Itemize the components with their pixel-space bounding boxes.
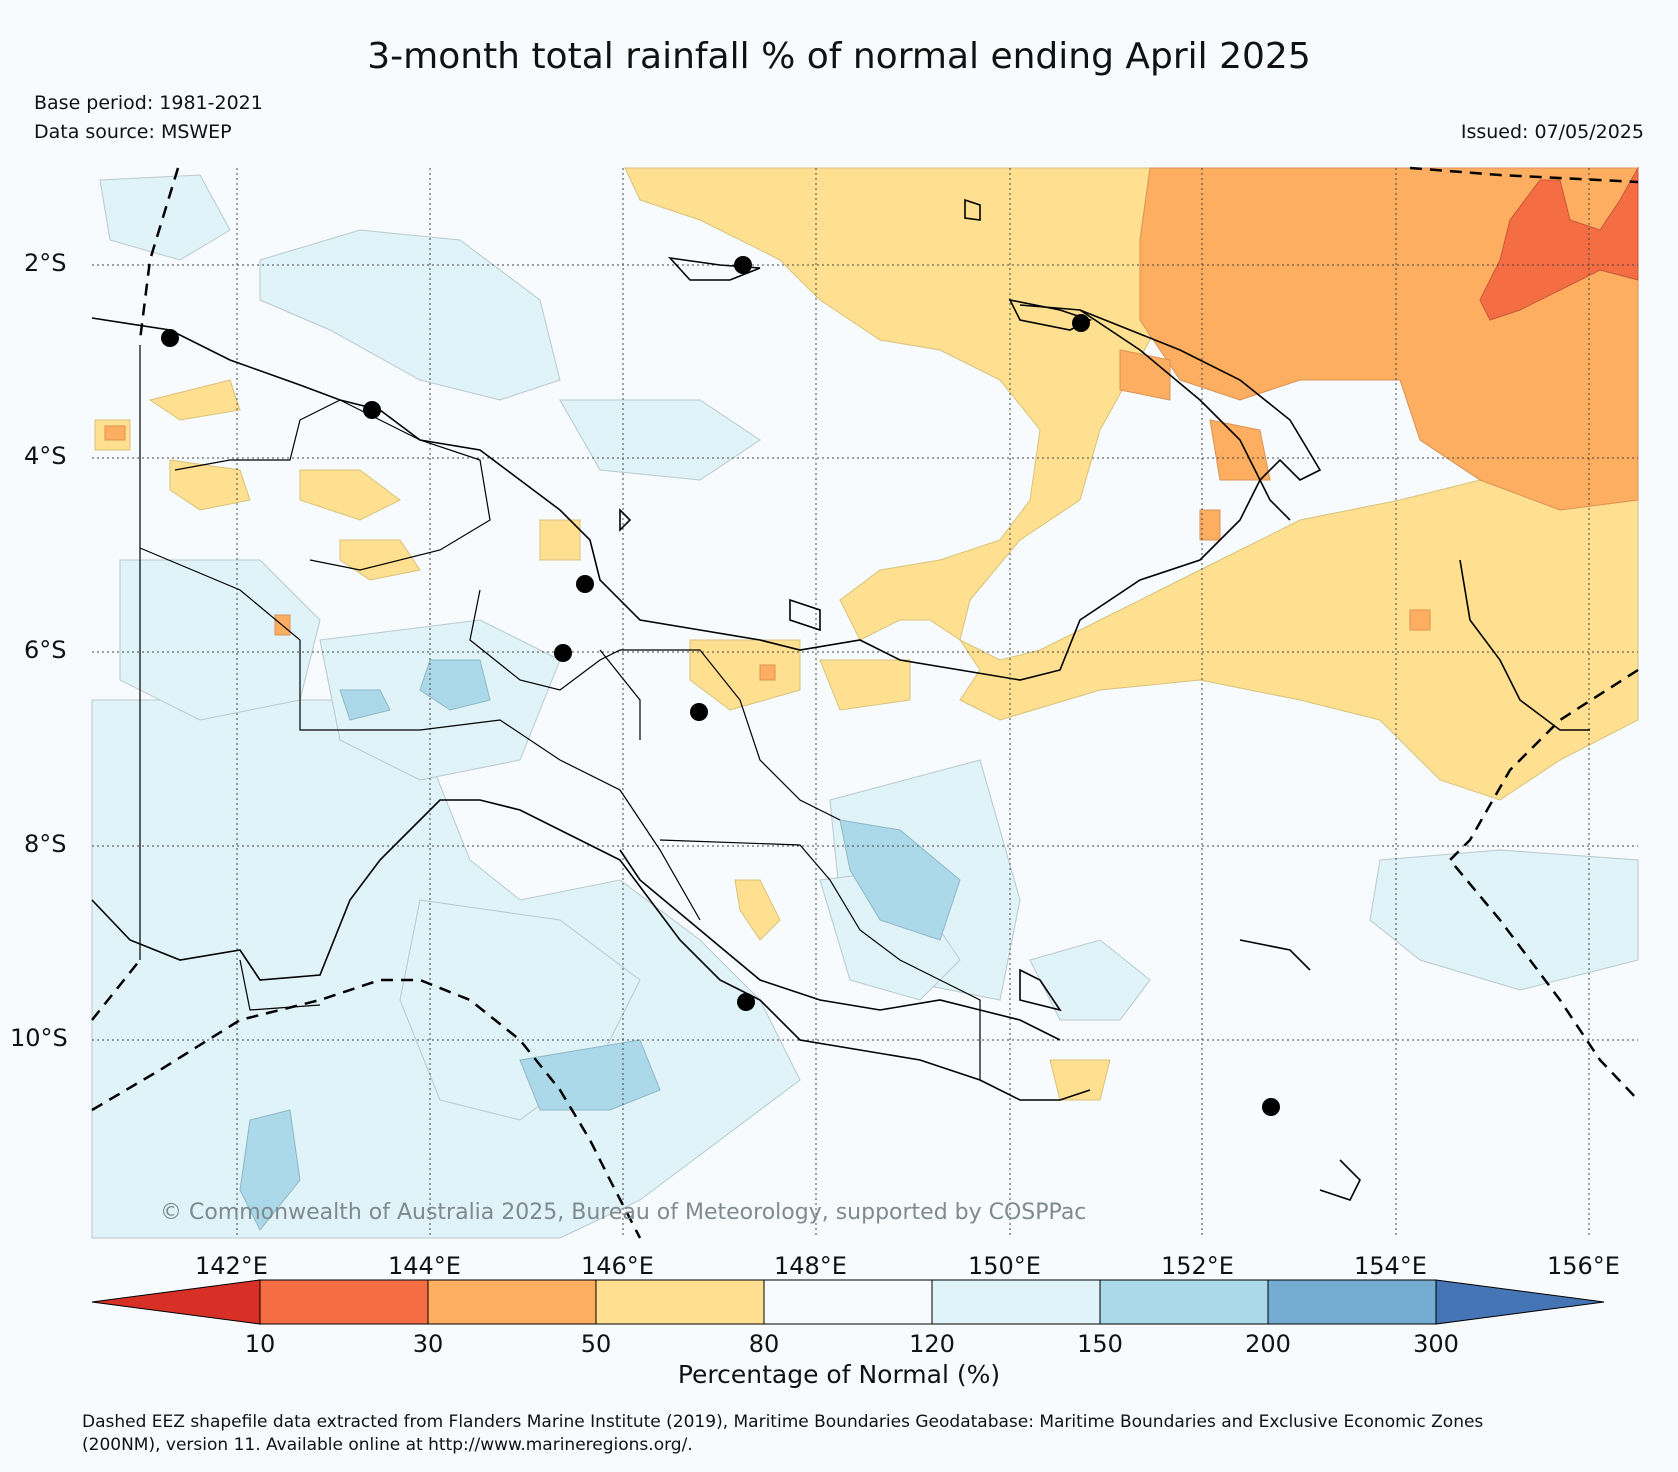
footnote-line: (200NM), version 11. Available online at… (82, 1435, 693, 1455)
lat-tick-label: 4°S (24, 442, 67, 470)
city-marker (576, 575, 594, 593)
colorbar-tick-label: 120 (909, 1330, 955, 1358)
footnote: Dashed EEZ shapefile data extracted from… (82, 1411, 1662, 1457)
colorbar (91, 1279, 1605, 1325)
city-marker (161, 329, 179, 347)
colorbar-50-80 (595, 1279, 765, 1325)
base-period-label: Base period: 1981-2021 (34, 92, 263, 114)
city-marker (737, 993, 755, 1011)
issued-date-label: Issued: 07/05/2025 (1460, 121, 1644, 143)
colorbar-tick-label: 80 (748, 1330, 780, 1358)
lon-tick-label: 156°E (1547, 1252, 1620, 1280)
colorbar-tick-label: 30 (412, 1330, 444, 1358)
colorbar-150-200 (1099, 1279, 1269, 1325)
city-marker (363, 401, 381, 419)
lon-tick-label: 142°E (195, 1252, 268, 1280)
lon-tick-label: 148°E (774, 1252, 847, 1280)
map-title: 3-month total rainfall % of normal endin… (367, 36, 1311, 77)
data-source-label: Data source: MSWEP (34, 121, 232, 143)
city-marker (1072, 314, 1090, 332)
lon-tick-label: 150°E (968, 1252, 1041, 1280)
colorbar-above-300 (1435, 1279, 1605, 1325)
lon-tick-label: 146°E (581, 1252, 654, 1280)
city-marker (1262, 1098, 1280, 1116)
below-normal-strong-regions (1479, 166, 1639, 321)
lon-tick-label: 152°E (1161, 1252, 1234, 1280)
colorbar-tick-label: 200 (1245, 1330, 1291, 1358)
city-marker (690, 703, 708, 721)
eez-boundaries (91, 166, 1639, 1239)
coastlines (91, 198, 1590, 1201)
lon-tick-label: 144°E (388, 1252, 461, 1280)
lat-tick-label: 10°S (10, 1024, 68, 1052)
lat-tick-label: 6°S (24, 636, 67, 664)
colorbar-10-30 (259, 1279, 429, 1325)
colorbar-tick-label: 300 (1413, 1330, 1459, 1358)
city-marker (554, 644, 572, 662)
lon-tick-label: 154°E (1354, 1252, 1427, 1280)
footnote-line: Dashed EEZ shapefile data extracted from… (82, 1412, 1484, 1432)
colorbar-below-10 (91, 1279, 261, 1325)
colorbar-label: Percentage of Normal (%) (677, 1360, 1001, 1389)
colorbar-tick-label: 150 (1077, 1330, 1123, 1358)
city-marker (734, 256, 752, 274)
colorbar-120-150 (931, 1279, 1101, 1325)
lat-tick-label: 2°S (24, 249, 67, 277)
colorbar-200-300 (1267, 1279, 1437, 1325)
lat-tick-label: 8°S (24, 830, 67, 858)
city-markers (161, 256, 1280, 1116)
colorbar-30-50 (427, 1279, 597, 1325)
colorbar-tick-label: 10 (244, 1330, 276, 1358)
colorbar-tick-label: 50 (580, 1330, 612, 1358)
copyright-watermark: © Commonwealth of Australia 2025, Bureau… (160, 1200, 1087, 1225)
colorbar-80-120 (763, 1279, 933, 1325)
above-normal-moderate-regions (239, 659, 961, 1231)
below-normal-light-regions (94, 167, 1639, 1101)
graticule (92, 168, 1638, 1238)
